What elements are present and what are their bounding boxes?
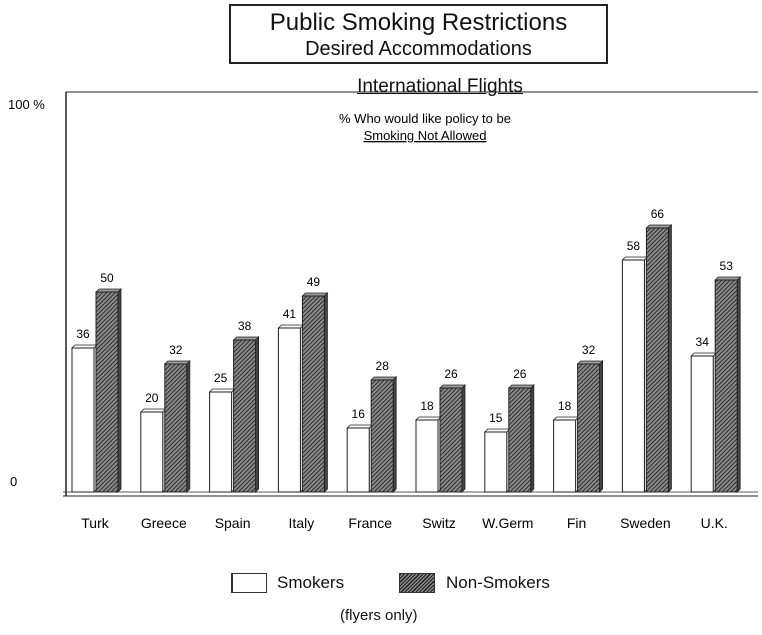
chart-title-box: Public Smoking Restrictions Desired Acco… bbox=[229, 4, 608, 64]
legend-label-non-smokers: Non-Smokers bbox=[446, 573, 550, 592]
x-tick-label: Spain bbox=[215, 515, 251, 531]
bar-smokers bbox=[690, 355, 714, 493]
data-label: 34 bbox=[696, 335, 710, 349]
bar-non-smokers bbox=[95, 291, 119, 493]
data-label: 49 bbox=[307, 275, 321, 289]
data-label: 18 bbox=[558, 399, 572, 413]
data-label: 32 bbox=[169, 343, 183, 357]
data-label: 53 bbox=[720, 259, 734, 273]
data-label: 41 bbox=[283, 307, 297, 321]
legend-swatch-non-smokers bbox=[399, 573, 435, 593]
data-label: 28 bbox=[376, 359, 390, 373]
data-label: 15 bbox=[489, 411, 503, 425]
bar-non-smokers bbox=[508, 387, 532, 493]
bar-smokers bbox=[277, 327, 301, 493]
bar-smokers bbox=[484, 431, 508, 493]
chart-title: Public Smoking Restrictions bbox=[269, 9, 568, 36]
bar-smokers bbox=[415, 419, 439, 493]
footnote: (flyers only) bbox=[340, 607, 418, 624]
bar-non-smokers bbox=[233, 339, 257, 493]
x-tick-label: Italy bbox=[289, 515, 315, 531]
data-label: 16 bbox=[352, 407, 366, 421]
bar-chart: 0 100 % 36 50 Turk 20 32 Greece 25 38 Spain 41 49 Ita… bbox=[8, 91, 758, 531]
data-label: 26 bbox=[444, 367, 458, 381]
bar-non-smokers bbox=[301, 295, 325, 493]
x-tick-label: Turk bbox=[81, 515, 109, 531]
bar-non-smokers bbox=[645, 227, 669, 493]
data-label: 25 bbox=[214, 371, 228, 385]
data-label: 20 bbox=[145, 391, 159, 405]
bar-smokers bbox=[346, 427, 370, 493]
data-label: 36 bbox=[76, 327, 90, 341]
bar-non-smokers bbox=[164, 363, 188, 493]
data-label: 32 bbox=[582, 343, 596, 357]
data-label: 58 bbox=[627, 239, 641, 253]
data-label: 18 bbox=[420, 399, 434, 413]
data-label: 26 bbox=[513, 367, 527, 381]
bar-non-smokers bbox=[370, 379, 394, 493]
x-tick-label: U.K. bbox=[701, 515, 728, 531]
x-tick-label: Switz bbox=[422, 515, 455, 531]
x-tick-label: W.Germ bbox=[482, 515, 533, 531]
bar-non-smokers bbox=[439, 387, 463, 493]
data-label: 38 bbox=[238, 319, 252, 333]
bar-smokers bbox=[209, 391, 233, 493]
x-tick-label: Greece bbox=[141, 515, 187, 531]
bar-smokers bbox=[71, 347, 95, 493]
x-tick-label: Sweden bbox=[620, 515, 671, 531]
bar-smokers bbox=[140, 411, 164, 493]
bar-smokers bbox=[553, 419, 577, 493]
data-label: 66 bbox=[651, 207, 665, 221]
y-tick-label: 100 % bbox=[8, 97, 45, 112]
bar-non-smokers bbox=[577, 363, 601, 493]
legend-swatch-smokers bbox=[231, 573, 267, 593]
bar-non-smokers bbox=[714, 279, 738, 493]
plot-note-line2: Smoking Not Allowed bbox=[364, 128, 487, 143]
plot-note-line1: % Who would like policy to be bbox=[339, 111, 511, 126]
data-label: 50 bbox=[100, 271, 114, 285]
x-tick-label: France bbox=[348, 515, 392, 531]
y-tick-label: 0 bbox=[10, 474, 17, 489]
chart-title-line2: Desired Accommodations bbox=[305, 38, 532, 60]
legend-label-smokers: Smokers bbox=[277, 573, 345, 592]
x-tick-label: Fin bbox=[567, 515, 586, 531]
bar-smokers bbox=[621, 259, 645, 493]
